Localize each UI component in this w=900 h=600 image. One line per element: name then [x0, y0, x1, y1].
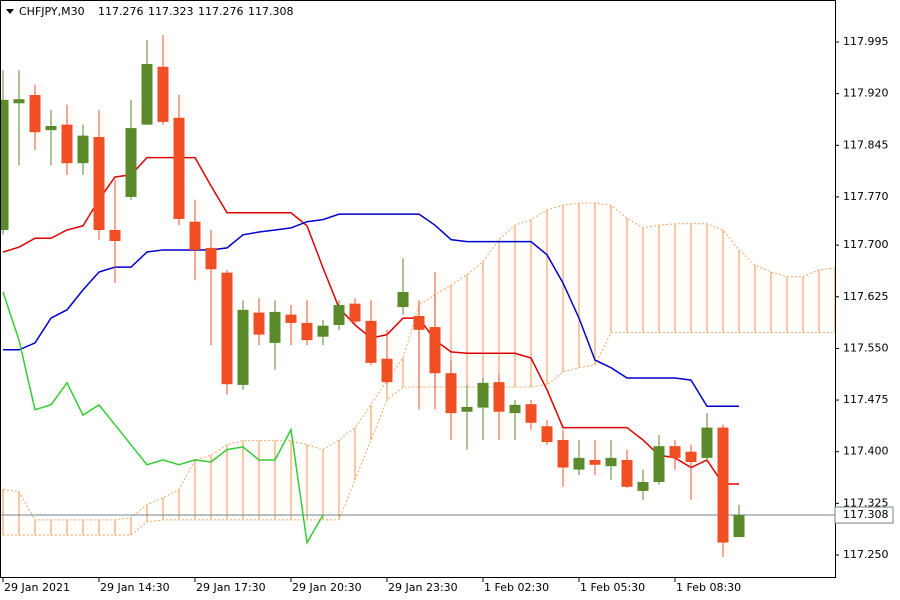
candle-body	[637, 481, 649, 491]
x-tick-label: 29 Jan 23:30	[388, 581, 458, 594]
candle-body	[189, 221, 201, 250]
candle-body	[269, 311, 281, 343]
candle-body	[13, 99, 25, 104]
x-tick-label: 29 Jan 14:30	[100, 581, 170, 594]
candle-body	[61, 124, 73, 164]
y-tick-label: 117.400	[843, 445, 889, 458]
candle-body	[541, 426, 553, 443]
candle-body	[237, 309, 249, 385]
candle-body	[493, 382, 505, 412]
y-tick-label: 117.995	[843, 35, 889, 48]
indicator-line	[2, 291, 324, 545]
x-tick-label: 29 Jan 17:30	[196, 581, 266, 594]
candle-body	[717, 427, 729, 543]
plot-area	[1, 35, 835, 558]
candle-body	[141, 64, 153, 125]
candle-body	[365, 320, 377, 363]
candle-body	[77, 135, 89, 164]
y-tick-label: 117.325	[843, 496, 889, 509]
candle-body	[573, 457, 585, 470]
candle-body	[93, 137, 105, 230]
candle-body	[445, 373, 457, 414]
candle-body	[557, 439, 569, 468]
senkou-span-b	[3, 332, 835, 536]
candle-body	[653, 446, 665, 482]
candle-body	[509, 404, 521, 414]
y-tick-label: 117.770	[843, 190, 889, 203]
candle-body	[381, 358, 393, 383]
menu-arrow	[6, 9, 14, 14]
indicator-line	[3, 213, 739, 407]
y-tick-label: 117.475	[843, 393, 889, 406]
y-tick-label: 117.550	[843, 341, 889, 354]
x-tick-label: 1 Feb 05:30	[580, 581, 645, 594]
candle-body	[621, 459, 633, 487]
y-tick-label: 117.250	[843, 548, 889, 561]
candle-body	[605, 457, 617, 467]
price-label: 117.308	[843, 508, 889, 521]
candle-body	[333, 305, 345, 325]
candle-body	[701, 427, 713, 458]
candle-body	[669, 446, 681, 458]
candle-body	[733, 515, 745, 538]
candle-body	[525, 404, 537, 423]
price-label-box	[834, 506, 894, 524]
candle-body	[685, 451, 697, 463]
candle-body	[45, 126, 57, 131]
candle-body	[205, 247, 217, 270]
candle-body	[349, 303, 361, 322]
candle-body	[477, 382, 489, 408]
candle-body	[125, 128, 137, 197]
candle-body	[253, 312, 265, 335]
plot-frame	[0, 0, 836, 578]
candle-body	[397, 291, 409, 308]
axes: 117.995 117.920 117.845 117.770 117.700 117.6…	[2, 35, 894, 594]
y-tick-label: 117.625	[843, 290, 889, 303]
y-tick-label: 117.700	[843, 238, 889, 251]
y-tick-label: 117.920	[843, 87, 889, 100]
candle-body	[173, 117, 185, 219]
candle-body	[221, 272, 233, 385]
x-tick-label: 1 Feb 08:30	[676, 581, 741, 594]
high-value: 117.323	[148, 5, 194, 18]
candle-body	[301, 322, 313, 341]
candle-body	[1, 99, 9, 230]
candle-body	[285, 314, 297, 323]
low-value: 117.276	[198, 5, 244, 18]
candle-body	[429, 327, 441, 374]
x-tick-label: 1 Feb 02:30	[484, 581, 549, 594]
candle-body	[461, 406, 473, 412]
chart-title: CHFJPY,M30	[19, 5, 85, 18]
candle-body	[589, 459, 601, 465]
close-value: 117.308	[248, 5, 294, 18]
candle-body	[157, 66, 169, 122]
open-value: 117.276	[98, 5, 144, 18]
candle-body	[413, 316, 425, 330]
candle-body	[29, 95, 41, 133]
y-tick-label: 117.845	[843, 138, 889, 151]
candle-body	[317, 325, 329, 337]
x-tick-label: 29 Jan 2021	[4, 581, 70, 594]
candle-body	[109, 229, 121, 241]
x-tick-label: 29 Jan 20:30	[292, 581, 362, 594]
